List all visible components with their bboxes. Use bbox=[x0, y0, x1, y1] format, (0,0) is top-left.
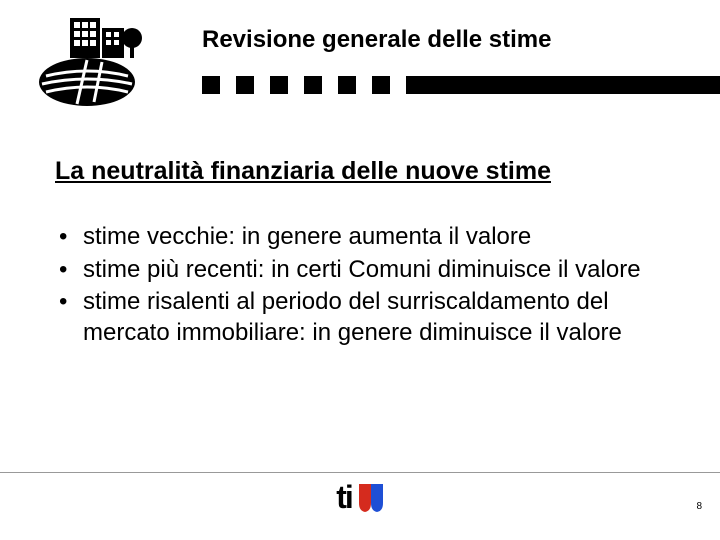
title-area: Revisione generale delle stime bbox=[162, 12, 720, 94]
decor-square bbox=[338, 76, 356, 94]
bullet-list: stime vecchie: in genere aumenta il valo… bbox=[55, 222, 665, 349]
bullet-item: stime più recenti: in certi Comuni dimin… bbox=[55, 255, 665, 286]
decor-row bbox=[162, 76, 720, 94]
bullet-item: stime risalenti al periodo del surriscal… bbox=[55, 287, 665, 348]
decor-square bbox=[304, 76, 322, 94]
decor-square bbox=[202, 76, 220, 94]
slide-title: Revisione generale delle stime bbox=[162, 26, 720, 54]
slide-header: Revisione generale delle stime bbox=[0, 0, 720, 107]
shield-icon bbox=[358, 483, 384, 513]
footer-logo: ti bbox=[336, 479, 384, 516]
decor-square bbox=[270, 76, 288, 94]
bullet-item: stime vecchie: in genere aumenta il valo… bbox=[55, 222, 665, 253]
decor-square bbox=[372, 76, 390, 94]
page-number: 8 bbox=[696, 501, 702, 512]
slide-content: La neutralità finanziaria delle nuove st… bbox=[0, 107, 720, 349]
footer-logo-text: ti bbox=[336, 479, 352, 516]
decor-bar bbox=[406, 76, 720, 94]
header-logo bbox=[32, 12, 162, 107]
decor-square bbox=[236, 76, 254, 94]
content-subtitle: La neutralità finanziaria delle nuove st… bbox=[55, 157, 665, 186]
slide-footer: ti 8 bbox=[0, 472, 720, 516]
